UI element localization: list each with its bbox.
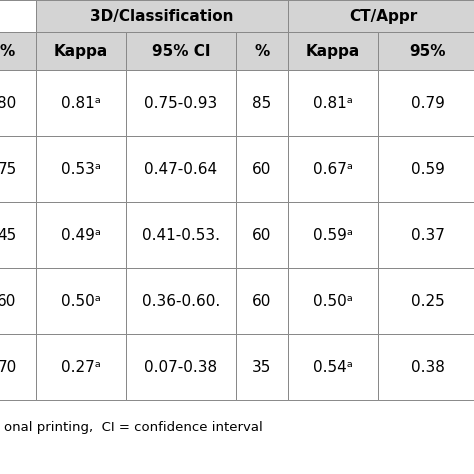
Bar — [36, 334, 126, 400]
Text: 0.49ᵃ: 0.49ᵃ — [61, 228, 101, 243]
Bar — [378, 136, 474, 202]
Text: 85: 85 — [252, 95, 272, 110]
Bar — [0, 0, 36, 32]
Bar — [36, 32, 126, 70]
Text: 0.79: 0.79 — [411, 95, 445, 110]
Bar — [126, 202, 236, 268]
Bar — [378, 32, 474, 70]
Bar — [378, 334, 474, 400]
Bar — [288, 32, 378, 70]
Bar — [378, 70, 474, 136]
Bar — [378, 268, 474, 334]
Bar — [236, 268, 288, 334]
Bar — [0, 136, 36, 202]
Text: Kappa: Kappa — [54, 44, 108, 58]
Text: 0.47-0.64: 0.47-0.64 — [145, 162, 218, 176]
Text: 0.81ᵃ: 0.81ᵃ — [61, 95, 101, 110]
Text: 0.25: 0.25 — [411, 293, 445, 309]
Text: onal printing,  CI = confidence interval: onal printing, CI = confidence interval — [4, 421, 263, 435]
Bar — [288, 70, 378, 136]
Text: %: % — [0, 44, 15, 58]
Bar — [0, 70, 36, 136]
Text: 0.07-0.38: 0.07-0.38 — [145, 359, 218, 374]
Text: 60: 60 — [252, 162, 272, 176]
Bar — [378, 202, 474, 268]
Bar — [0, 334, 36, 400]
Text: 0.37: 0.37 — [411, 228, 445, 243]
Text: 80: 80 — [0, 95, 17, 110]
Bar — [36, 202, 126, 268]
Text: 60: 60 — [252, 228, 272, 243]
Text: 60: 60 — [252, 293, 272, 309]
Bar — [236, 136, 288, 202]
Bar — [288, 0, 474, 32]
Text: 95% CI: 95% CI — [152, 44, 210, 58]
Text: 0.59ᵃ: 0.59ᵃ — [313, 228, 353, 243]
Bar — [236, 334, 288, 400]
Bar — [126, 136, 236, 202]
Bar — [36, 268, 126, 334]
Bar — [126, 70, 236, 136]
Text: 0.36-0.60.: 0.36-0.60. — [142, 293, 220, 309]
Bar — [288, 136, 378, 202]
Text: %: % — [255, 44, 270, 58]
Text: 0.75-0.93: 0.75-0.93 — [145, 95, 218, 110]
Bar — [126, 268, 236, 334]
Text: 0.54ᵃ: 0.54ᵃ — [313, 359, 353, 374]
Text: 45: 45 — [0, 228, 17, 243]
Text: 0.50ᵃ: 0.50ᵃ — [313, 293, 353, 309]
Bar — [36, 0, 288, 32]
Text: 0.53ᵃ: 0.53ᵃ — [61, 162, 101, 176]
Text: 95%: 95% — [410, 44, 446, 58]
Text: 70: 70 — [0, 359, 17, 374]
Bar — [126, 32, 236, 70]
Text: CT/Appr: CT/Appr — [349, 9, 417, 24]
Bar — [236, 70, 288, 136]
Text: 0.59: 0.59 — [411, 162, 445, 176]
Text: 0.67ᵃ: 0.67ᵃ — [313, 162, 353, 176]
Bar — [0, 32, 36, 70]
Text: 0.38: 0.38 — [411, 359, 445, 374]
Text: 3D/Classification: 3D/Classification — [90, 9, 234, 24]
Bar — [288, 268, 378, 334]
Text: 35: 35 — [252, 359, 272, 374]
Bar — [236, 202, 288, 268]
Bar — [0, 202, 36, 268]
Text: 60: 60 — [0, 293, 17, 309]
Bar — [36, 70, 126, 136]
Text: 0.50ᵃ: 0.50ᵃ — [61, 293, 101, 309]
Text: 75: 75 — [0, 162, 17, 176]
Text: 0.41-0.53.: 0.41-0.53. — [142, 228, 220, 243]
Bar — [36, 136, 126, 202]
Bar — [288, 334, 378, 400]
Bar — [126, 334, 236, 400]
Bar — [0, 268, 36, 334]
Bar — [288, 202, 378, 268]
Text: 0.27ᵃ: 0.27ᵃ — [61, 359, 101, 374]
Text: 0.81ᵃ: 0.81ᵃ — [313, 95, 353, 110]
Text: Kappa: Kappa — [306, 44, 360, 58]
Bar — [236, 32, 288, 70]
